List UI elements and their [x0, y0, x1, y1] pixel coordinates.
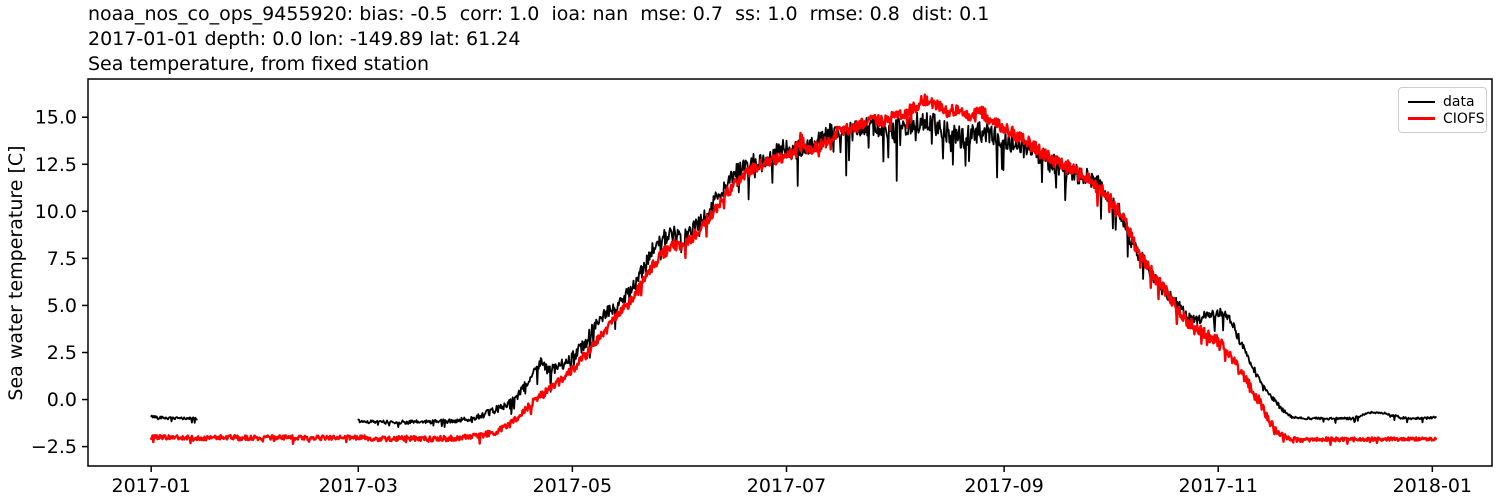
- y-tick-label: 10.0: [35, 201, 77, 223]
- y-tick-label: 15.0: [35, 107, 77, 129]
- legend-entry-ciofs: CIOFS: [1408, 111, 1485, 127]
- y-tick-label: −2.5: [31, 436, 77, 458]
- title-block: noaa_nos_co_ops_9455920: bias: -0.5 corr…: [88, 2, 989, 77]
- y-tick-label: 2.5: [47, 342, 77, 364]
- y-tick-label: 12.5: [35, 154, 77, 176]
- legend-line-ciofs: [1408, 117, 1435, 120]
- x-tick-label: 2017-07: [747, 475, 826, 497]
- series-group: [150, 93, 1437, 446]
- title-line-stats: noaa_nos_co_ops_9455920: bias: -0.5 corr…: [88, 3, 990, 25]
- legend-entry-data: data: [1408, 94, 1478, 110]
- y-tick-label: 0.0: [47, 389, 77, 411]
- legend-label-ciofs: CIOFS: [1443, 110, 1485, 127]
- title-line-meta: 2017-01-01 depth: 0.0 lon: -149.89 lat: …: [88, 28, 521, 50]
- legend: data CIOFS: [1398, 87, 1487, 133]
- x-tick-label: 2017-09: [964, 475, 1043, 497]
- series-ciofs-path: [150, 93, 1437, 446]
- legend-line-data: [1408, 100, 1435, 103]
- y-tick-label: 5.0: [47, 295, 77, 317]
- legend-label-data: data: [1443, 93, 1475, 110]
- series-data-path: [150, 414, 198, 424]
- x-tick-label: 2017-03: [319, 475, 398, 497]
- x-tick-label: 2017-01: [111, 475, 190, 497]
- series-data-path: [357, 111, 1437, 428]
- x-tick-label: 2018-01: [1393, 475, 1472, 497]
- y-tick-label: 7.5: [47, 248, 77, 270]
- axes-frame: [87, 78, 1493, 467]
- x-tick-label: 2017-11: [1179, 475, 1258, 497]
- x-tick-label: 2017-05: [533, 475, 612, 497]
- title-line-description: Sea temperature, from fixed station: [88, 53, 429, 75]
